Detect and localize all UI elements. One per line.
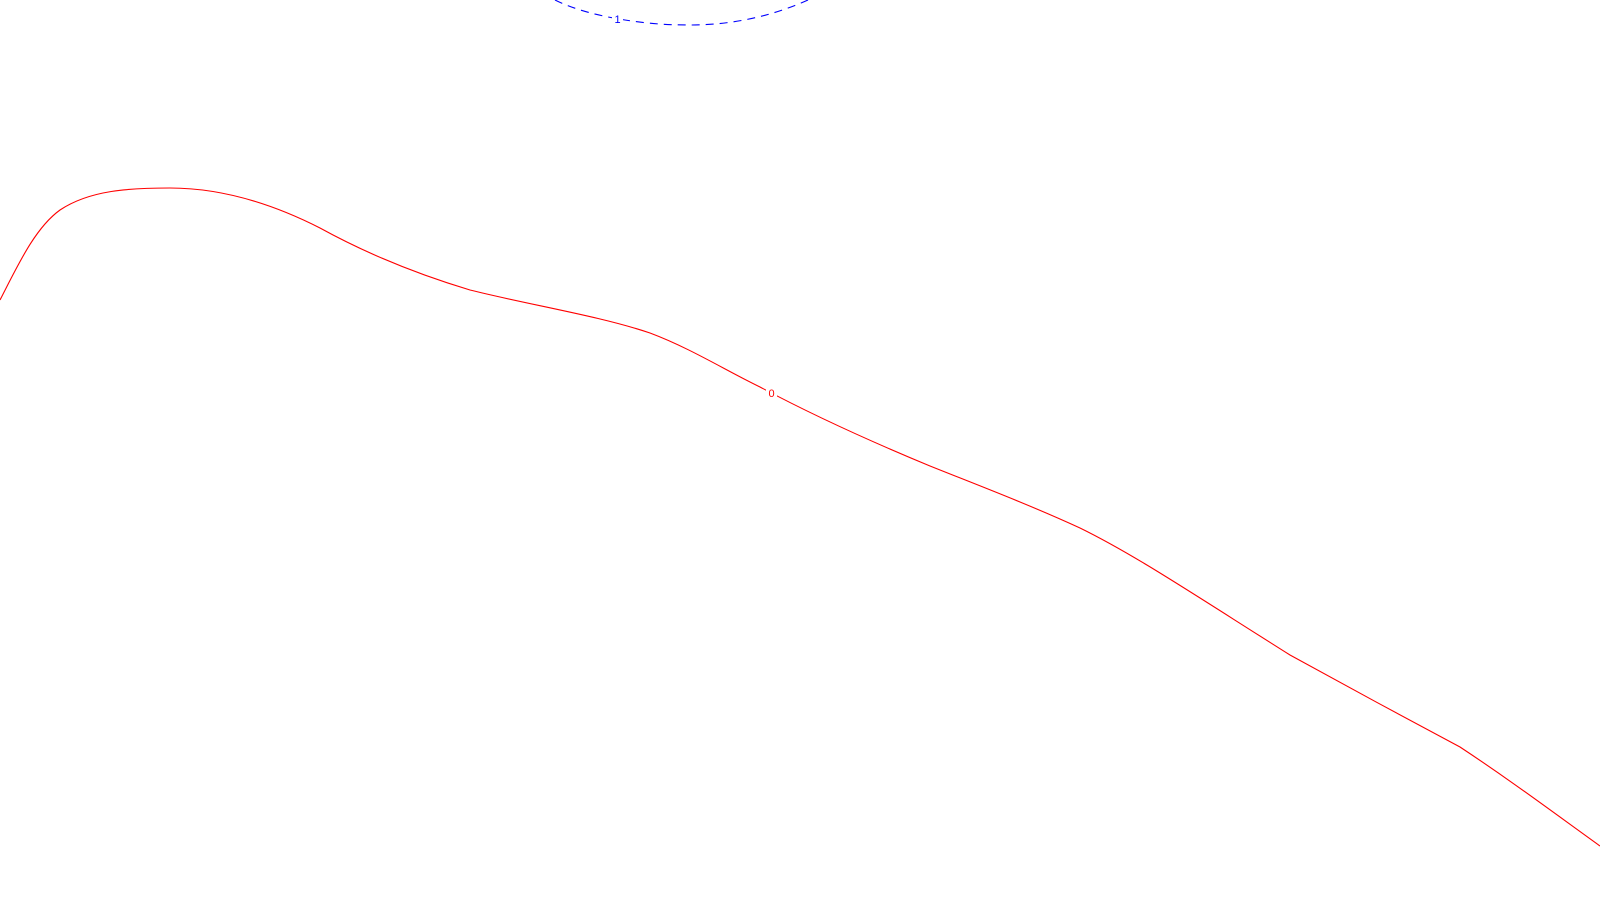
contour-line-0 [0,187,1600,847]
contour-label-0-gap [766,386,777,399]
contour-label-1: 1 [614,14,620,26]
contour-line-1 [554,0,809,26]
contour-label-1-gap [612,12,623,25]
contour-label-0: 0 [768,388,774,400]
